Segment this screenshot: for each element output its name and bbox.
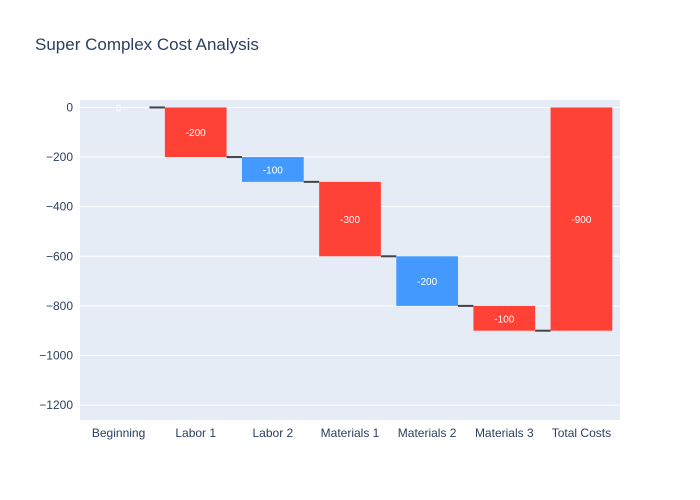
bar-value-label: -200	[186, 128, 206, 139]
y-axis-ticks: 0 −200 −400 −600 −800 −1000 −1200	[39, 100, 73, 412]
plot-area	[80, 100, 620, 420]
x-tick-label: Labor 2	[253, 426, 294, 440]
x-tick-label: Materials 2	[398, 426, 457, 440]
y-tick-label: −600	[46, 249, 73, 263]
x-axis-ticks: Beginning Labor 1 Labor 2 Materials 1 Materi…	[92, 426, 611, 440]
bar	[473, 305, 536, 331]
bar-value-label: -100	[263, 165, 283, 176]
bar-labels: 0 -200 -100 -300 -200 -100 -900	[116, 103, 592, 325]
x-tick-label: Total Costs	[552, 426, 611, 440]
connectors	[149, 106, 551, 332]
y-tick-label: −1200	[39, 398, 73, 412]
bar-value-label: -100	[494, 314, 514, 325]
x-tick-label: Labor 1	[175, 426, 216, 440]
x-tick-label: Materials 1	[321, 426, 380, 440]
y-tick-label: −1000	[39, 349, 73, 363]
y-tick-label: −800	[46, 299, 73, 313]
bar	[550, 107, 613, 331]
bar-value-label: 0	[116, 103, 122, 114]
bar	[164, 107, 227, 158]
bar	[242, 157, 304, 182]
bar	[396, 256, 458, 306]
y-tick-label: 0	[66, 100, 73, 114]
y-tick-label: −400	[46, 200, 73, 214]
bars	[164, 107, 613, 331]
x-tick-label: Materials 3	[475, 426, 534, 440]
bar-value-label: -300	[340, 215, 360, 226]
bar-value-label: -200	[417, 277, 437, 288]
y-tick-label: −200	[46, 150, 73, 164]
bar	[319, 181, 381, 257]
chart-title: Super Complex Cost Analysis	[35, 35, 259, 54]
bar-value-label: -900	[571, 215, 591, 226]
x-tick-label: Beginning	[92, 426, 145, 440]
